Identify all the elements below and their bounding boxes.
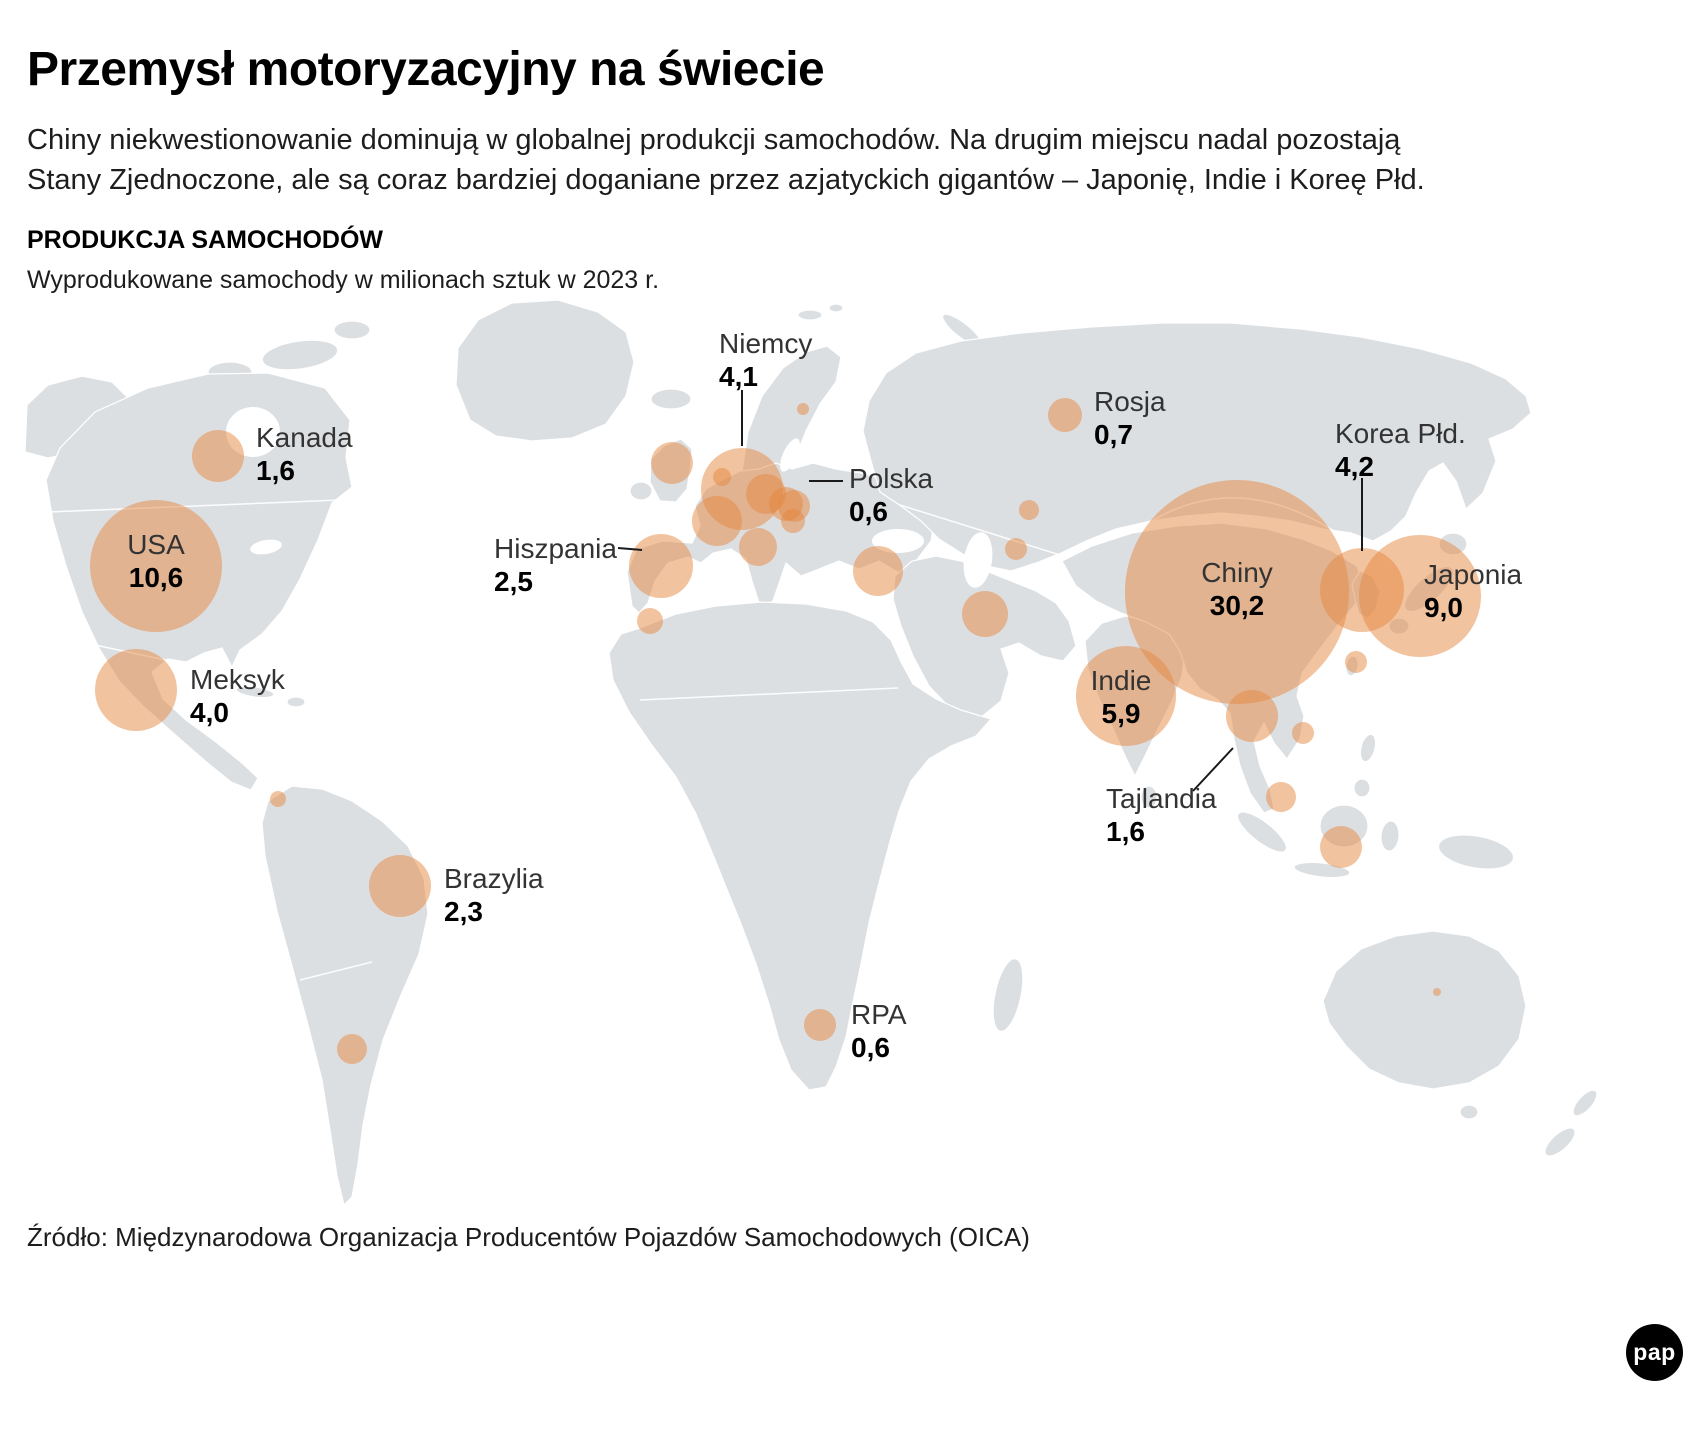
bubble-korea-p-d [1320,548,1404,632]
bubble-kanada [192,430,244,482]
country-name: Japonia [1424,559,1523,590]
label-tajlandia: Tajlandia 1,6 [1106,782,1217,848]
bubble-kazakhstan [1005,538,1027,560]
label-meksyk: Meksyk 4,0 [190,663,285,729]
bubble-hiszpania [629,534,693,598]
country-name: Tajlandia [1106,783,1217,814]
country-value: 2,5 [494,566,533,597]
label-indie: Indie 5,9 [1091,664,1152,730]
label-polska: Polska 0,6 [849,462,933,528]
page-title: Przemysł motoryzacyjny na świecie [27,43,825,96]
country-value: 1,6 [256,455,295,486]
label-niemcy: Niemcy 4,1 [719,327,812,393]
landmass-arctic [207,299,982,442]
country-name: Indie [1090,665,1152,696]
country-value: 9,0 [1424,592,1463,623]
country-name: USA [127,529,185,560]
country-value: 10,6 [128,562,184,593]
bubble-morocco [637,608,663,634]
country-name: Polska [849,463,934,494]
label-korea-p-d: Korea Płd. 4,2 [1335,417,1466,483]
bubble-indie [1076,646,1176,746]
country-value: 0,6 [851,1032,890,1063]
country-value: 4,1 [719,361,758,392]
bubble-france [692,496,742,546]
label-kanada: Kanada 1,6 [256,421,353,487]
bubble-iran [962,591,1008,637]
country-name: Brazylia [444,863,544,894]
country-name: Hiszpania [494,533,617,564]
bubble-rosja [1048,398,1082,432]
bubble-australia [1433,988,1441,996]
leader-tajlandia [1192,747,1234,792]
label-usa: USA 10,6 [127,528,185,594]
bubble-italy [739,528,777,566]
country-value: 5,9 [1101,698,1141,729]
label-rpa: RPA 0,6 [851,998,907,1064]
country-name: Rosja [1094,386,1166,417]
section-title: PRODUKCJA SAMOCHODÓW [27,226,384,254]
country-name: RPA [851,999,907,1030]
country-name: Niemcy [719,328,813,359]
bubble-uk [651,442,693,484]
country-name: Chiny [1201,557,1273,588]
bubble-meksyk [95,649,177,731]
country-value: 1,6 [1106,816,1145,847]
bubble-scandinavia-small [797,403,809,415]
label-hiszpania: Hiszpania 2,5 [494,532,617,598]
label-japonia: Japonia 9,0 [1424,558,1522,624]
bubble-taiwan [1345,651,1367,673]
country-value: 4,0 [190,697,229,728]
bubble-indonesia [1320,826,1362,868]
bubble-turkey [853,546,903,596]
label-chiny: Chiny 30,2 [1201,556,1273,622]
bubble-brazylia [369,855,431,917]
country-value: 2,3 [444,896,483,927]
intro-line-1: Chiny niekwestionowanie dominują w globa… [27,124,1401,156]
country-value: 0,6 [849,496,888,527]
bubble-rpa [804,1009,836,1041]
section-subtitle: Wyprodukowane samochody w milionach sztu… [27,266,660,294]
leader-hiszpania [617,547,643,551]
country-name: Korea Płd. [1335,418,1466,449]
country-value: 0,7 [1094,419,1133,450]
bubble-hungary [781,509,805,533]
pap-logo-text: pap [1633,1339,1676,1365]
bubble-colombia [270,791,286,807]
pap-logo: pap [1626,1324,1683,1381]
bubble-usa [90,500,222,632]
bubble-belgium [713,468,731,486]
country-name: Meksyk [190,664,285,695]
intro-line-2: Stany Zjednoczone, ale są coraz bardziej… [27,164,1425,196]
intro-text: Chiny niekwestionowanie dominują w globa… [27,120,1425,200]
country-value: 4,2 [1335,451,1374,482]
bubble-tajlandia [1226,690,1278,742]
label-rosja: Rosja 0,7 [1094,385,1166,451]
country-value: 30,2 [1209,590,1265,621]
bubble-malaysia [1266,782,1296,812]
label-brazylia: Brazylia 2,3 [444,862,544,928]
source-note: Źródło: Międzynarodowa Organizacja Produ… [27,1222,1030,1252]
bubble-argentina [337,1034,367,1064]
landmass-oceania [1322,930,1598,1157]
country-name: Kanada [256,422,353,453]
landmass-africa [608,601,1024,1091]
bubble-vietnam [1292,722,1314,744]
bubble-uzbekistan [1019,500,1039,520]
